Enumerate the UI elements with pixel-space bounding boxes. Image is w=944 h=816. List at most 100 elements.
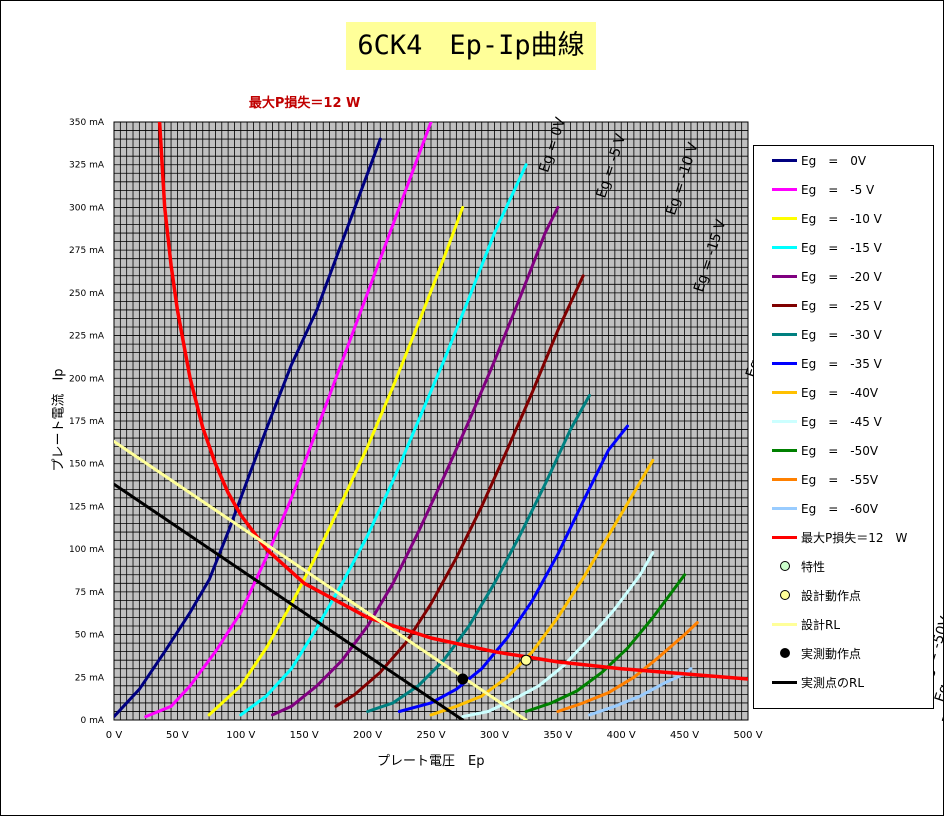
legend-line-swatch xyxy=(772,188,797,191)
legend-item: 実測点のRL xyxy=(754,668,935,697)
grid xyxy=(113,121,749,721)
legend-line-swatch xyxy=(772,159,797,162)
legend-item: Eg = -55V xyxy=(754,465,935,494)
legend-line-swatch xyxy=(772,623,797,626)
legend-item: 最大P損失＝12 W xyxy=(754,523,935,552)
series-line xyxy=(114,137,382,719)
legend-label: 実測点のRL xyxy=(801,676,865,690)
legend-label: Eg = -25 V xyxy=(801,299,882,313)
y-tick-label: 150 mA xyxy=(69,460,105,470)
legend-item: Eg = -15 V xyxy=(754,233,935,262)
series-line xyxy=(556,621,699,713)
operating-point-marker xyxy=(457,673,469,685)
x-tick-label: 100 V xyxy=(226,730,255,741)
legend-item: 設計RL xyxy=(754,610,935,639)
operating-point-marker xyxy=(520,654,532,666)
legend-item: Eg = -10 V xyxy=(754,204,935,233)
legend-label: 設計RL xyxy=(801,618,841,632)
series-line xyxy=(366,393,591,713)
series-line xyxy=(397,424,629,713)
x-tick-label: 350 V xyxy=(543,730,572,741)
legend-label: Eg = -35 V xyxy=(801,357,882,371)
legend-label: Eg = -30 V xyxy=(801,328,882,342)
y-tick-label: 175 mA xyxy=(69,417,105,427)
x-tick-label: 200 V xyxy=(353,730,382,741)
legend-item: Eg = -5 V xyxy=(754,175,935,204)
legend-line-swatch xyxy=(772,681,797,684)
y-tick-label: 325 mA xyxy=(69,161,105,171)
y-tick-label: 225 mA xyxy=(69,332,105,342)
series-line xyxy=(157,122,748,681)
legend-marker-swatch xyxy=(780,590,790,600)
y-tick-label: 50 mA xyxy=(75,631,105,641)
chart-title: 6CK4 Ep-Ip曲線 xyxy=(346,22,596,70)
y-tick-label: 250 mA xyxy=(69,289,105,299)
legend-line-swatch xyxy=(772,536,797,539)
legend-line-swatch xyxy=(772,304,797,307)
legend-line-swatch xyxy=(772,391,797,394)
legend-label: Eg = -10 V xyxy=(801,212,882,226)
legend-item: Eg = -30 V xyxy=(754,320,935,349)
legend-label: 設計動作点 xyxy=(801,589,862,603)
legend-item: Eg = 0V xyxy=(754,146,935,175)
x-axis-title: プレート電圧 Ep xyxy=(377,754,485,769)
x-tick-label: 50 V xyxy=(166,730,189,741)
legend-item: Eg = -60V xyxy=(754,494,935,523)
y-tick-label: 125 mA xyxy=(69,502,105,512)
series-line xyxy=(207,205,465,717)
legend-label: Eg = -55V xyxy=(801,473,879,487)
legend-item: 特性 xyxy=(754,552,935,581)
legend-item: Eg = -35 V xyxy=(754,349,935,378)
legend-line-swatch xyxy=(772,217,797,220)
legend-line-swatch xyxy=(772,275,797,278)
x-tick-label: 300 V xyxy=(480,730,509,741)
series-line xyxy=(114,482,465,720)
y-tick-label: 25 mA xyxy=(75,673,105,683)
series-line xyxy=(461,551,655,719)
legend-marker-swatch xyxy=(780,561,790,571)
series-line xyxy=(114,440,528,720)
series-line xyxy=(271,205,560,717)
series-label: 最大P損失＝12 W xyxy=(249,95,360,111)
legend-label: Eg = -5 V xyxy=(801,183,875,197)
series-lines xyxy=(114,122,748,720)
x-tick-label: 500 V xyxy=(733,730,762,741)
x-tick-label: 450 V xyxy=(670,730,699,741)
legend-label: 実測動作点 xyxy=(801,647,862,661)
legend-item: Eg = -25 V xyxy=(754,291,935,320)
legend-line-swatch xyxy=(772,420,797,423)
y-tick-label: 300 mA xyxy=(69,203,105,213)
legend-item: 設計動作点 xyxy=(754,581,935,610)
legend-item: Eg = -45 V xyxy=(754,407,935,436)
legend: Eg = 0V Eg = -5 V Eg = -10 V Eg = -15 V Eg =… xyxy=(753,145,934,709)
y-tick-label: 0 mA xyxy=(80,716,104,726)
y-tick-label: 100 mA xyxy=(69,545,105,555)
legend-label: Eg = -60V xyxy=(801,502,879,516)
y-axis-title: プレート電流 Ip xyxy=(51,368,67,472)
series-line xyxy=(429,458,655,717)
legend-label: Eg = -50V xyxy=(801,444,879,458)
x-tick-label: 150 V xyxy=(290,730,319,741)
legend-item: 実測動作点 xyxy=(754,639,935,668)
legend-label: Eg = -40V xyxy=(801,386,879,400)
y-tick-label: 75 mA xyxy=(75,588,105,598)
y-tick-label: 350 mA xyxy=(69,118,105,128)
legend-item: Eg = -50V xyxy=(754,436,935,465)
legend-line-swatch xyxy=(772,246,797,249)
series-line xyxy=(334,274,585,708)
legend-item: Eg = -40V xyxy=(754,378,935,407)
legend-label: Eg = -15 V xyxy=(801,241,882,255)
legend-label: Eg = -45 V xyxy=(801,415,882,429)
legend-label: 最大P損失＝12 W xyxy=(801,531,908,545)
legend-line-swatch xyxy=(772,478,797,481)
y-tick-label: 200 mA xyxy=(69,374,105,384)
legend-line-swatch xyxy=(772,449,797,452)
legend-label: Eg = -20 V xyxy=(801,270,882,284)
legend-line-swatch xyxy=(772,333,797,336)
x-tick-label: 0 V xyxy=(106,730,123,741)
series-line xyxy=(144,122,433,719)
legend-marker-swatch xyxy=(780,648,790,658)
x-tick-label: 250 V xyxy=(416,730,445,741)
legend-item: Eg = -20 V xyxy=(754,262,935,291)
